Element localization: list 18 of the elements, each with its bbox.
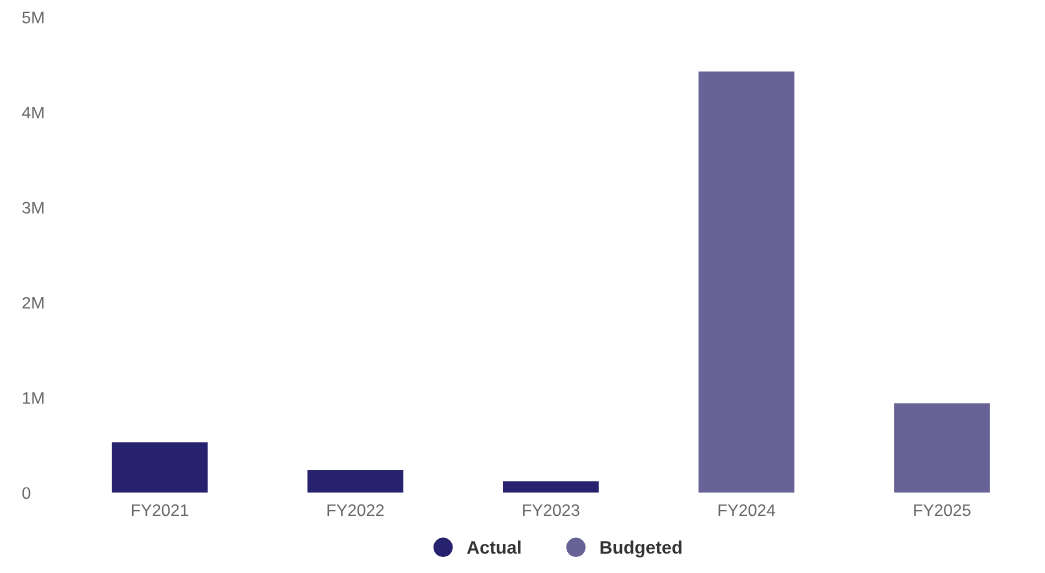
y-tick-label: 3M: [22, 201, 44, 214]
x-tick-label: FY2025: [914, 504, 971, 517]
bar: [894, 403, 990, 493]
x-tick-label: FY2022: [327, 504, 384, 517]
legend-label: Actual: [467, 540, 521, 554]
bar: [698, 71, 795, 493]
bar: [307, 469, 404, 493]
x-tick-label: FY2021: [131, 504, 189, 517]
y-tick-label: 2M: [22, 296, 44, 309]
y-tick-label: 1M: [22, 392, 44, 404]
x-tick-label: FY2023: [523, 504, 580, 517]
y-tick-label: 4M: [22, 106, 44, 119]
x-tick-label: FY2024: [718, 504, 776, 517]
legend-label: Budgeted: [600, 540, 682, 558]
y-tick-label: 0: [22, 487, 31, 499]
bar: [502, 481, 599, 493]
bar: [111, 442, 208, 493]
y-tick-label: 5M: [22, 11, 44, 24]
